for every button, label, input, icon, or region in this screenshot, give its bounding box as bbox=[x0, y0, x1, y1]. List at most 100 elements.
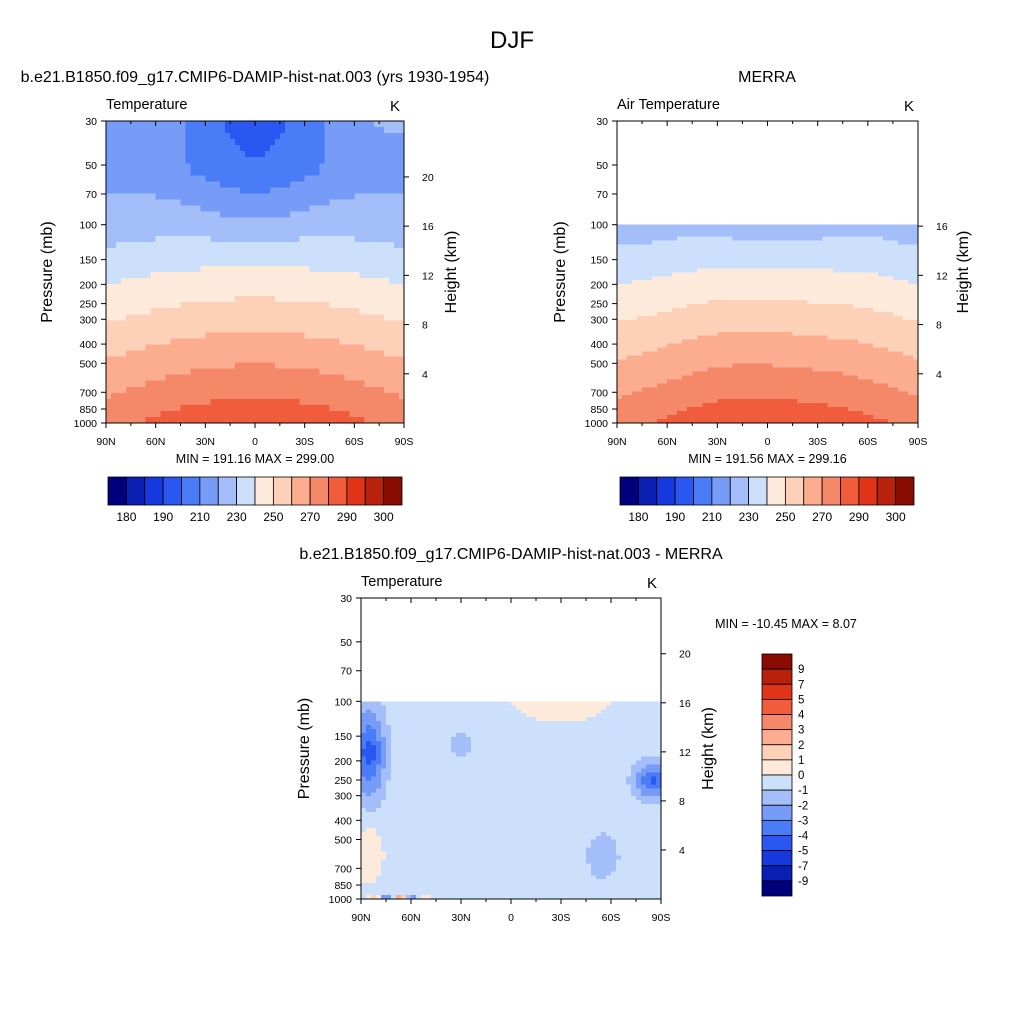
contour-cell bbox=[304, 175, 311, 182]
contour-cell bbox=[155, 223, 162, 231]
contour-cell bbox=[110, 253, 117, 261]
contour-cell bbox=[637, 244, 643, 249]
contour-cell bbox=[225, 314, 231, 321]
contour-cell bbox=[304, 272, 311, 279]
contour-cell bbox=[394, 187, 400, 194]
contour-cell bbox=[314, 356, 320, 363]
contour-cell bbox=[309, 368, 315, 376]
contour-cell bbox=[210, 284, 216, 291]
contour-cell bbox=[622, 292, 628, 297]
contour-cell bbox=[294, 121, 301, 128]
contour-cell bbox=[220, 374, 226, 382]
contour-cell bbox=[687, 292, 693, 297]
contour-cell bbox=[369, 398, 375, 406]
contour-cell bbox=[882, 248, 889, 253]
contour-cell bbox=[677, 343, 683, 349]
contour-cell bbox=[857, 248, 864, 253]
contour-cell bbox=[319, 145, 325, 152]
contour-cell bbox=[309, 229, 315, 237]
contour-cell bbox=[787, 292, 793, 297]
contour-cell bbox=[106, 296, 112, 303]
contour-cell bbox=[359, 229, 365, 237]
contour-cell bbox=[145, 253, 152, 261]
contour-cell bbox=[294, 326, 301, 333]
contour-cell bbox=[777, 232, 783, 237]
contour-cell bbox=[777, 284, 783, 289]
contour-cell bbox=[120, 284, 127, 291]
contour-cell bbox=[727, 284, 733, 289]
contour-cell bbox=[627, 272, 633, 277]
contour-cell bbox=[289, 247, 296, 255]
contour-cell bbox=[802, 335, 809, 341]
contour-cell bbox=[110, 410, 117, 418]
contour-cell bbox=[150, 296, 157, 303]
contour-cell bbox=[299, 169, 306, 176]
contour-cell bbox=[697, 292, 703, 297]
contour-cell bbox=[787, 256, 793, 261]
contour-cell bbox=[349, 398, 355, 406]
contour-cell bbox=[339, 187, 345, 194]
contour-cell bbox=[215, 314, 221, 321]
contour-cell bbox=[617, 228, 623, 234]
contour-cell bbox=[817, 339, 824, 345]
contour-cell bbox=[797, 319, 804, 325]
contour-cell bbox=[304, 290, 311, 297]
contour-cell bbox=[747, 327, 753, 333]
contour-cell bbox=[907, 228, 914, 234]
contour-cell bbox=[677, 339, 683, 345]
contour-cell bbox=[767, 284, 773, 289]
contour-cell bbox=[279, 350, 286, 357]
contour-cell bbox=[334, 205, 340, 212]
contour-cell bbox=[842, 319, 849, 325]
contour-cell bbox=[125, 308, 132, 315]
contour-cell bbox=[692, 327, 698, 333]
contour-cell bbox=[125, 241, 132, 249]
contour-cell bbox=[722, 224, 728, 230]
contour-cell bbox=[822, 264, 829, 269]
contour-cell bbox=[279, 326, 286, 333]
contour-cell bbox=[364, 398, 370, 406]
contour-cell bbox=[787, 343, 793, 349]
contour-cell bbox=[344, 163, 350, 170]
contour-cell bbox=[762, 319, 768, 325]
x-tick-label: 60N bbox=[146, 436, 165, 448]
contour-cell bbox=[374, 205, 380, 212]
contour-cell bbox=[110, 247, 117, 255]
contour-cell bbox=[627, 347, 633, 353]
contour-cell bbox=[389, 356, 395, 363]
contour-cell bbox=[374, 386, 380, 394]
contour-cell bbox=[782, 256, 788, 261]
contour-cell bbox=[812, 252, 819, 257]
contour-cell bbox=[145, 265, 152, 273]
contour-cell bbox=[294, 350, 301, 357]
contour-cell bbox=[120, 290, 127, 297]
contour-cell bbox=[384, 157, 390, 164]
contour-cell bbox=[857, 276, 864, 281]
contour-cell bbox=[135, 320, 142, 327]
contour-cell bbox=[762, 339, 768, 345]
contour-cell bbox=[687, 284, 693, 289]
contour-cell bbox=[329, 145, 335, 152]
contour-cell bbox=[106, 187, 112, 194]
contour-cell bbox=[374, 241, 380, 249]
contour-cell bbox=[125, 205, 132, 212]
contour-cell bbox=[687, 232, 693, 237]
contour-cell bbox=[882, 268, 889, 273]
contour-cell bbox=[289, 133, 296, 140]
contour-cell bbox=[642, 288, 648, 293]
contour-cell bbox=[394, 181, 400, 188]
contour-cell bbox=[185, 326, 191, 333]
contour-cell bbox=[762, 311, 768, 317]
contour-cell bbox=[220, 157, 226, 164]
contour-cell bbox=[712, 260, 718, 265]
contour-cell bbox=[165, 416, 171, 424]
contour-cell bbox=[185, 338, 191, 345]
contour-cell bbox=[255, 187, 261, 194]
contour-cell bbox=[120, 374, 127, 382]
contour-cell bbox=[135, 133, 142, 140]
contour-cell bbox=[304, 199, 311, 206]
contour-cell bbox=[369, 344, 375, 351]
contour-cell bbox=[200, 356, 206, 363]
contour-cell bbox=[364, 308, 370, 315]
contour-cell bbox=[677, 315, 683, 321]
